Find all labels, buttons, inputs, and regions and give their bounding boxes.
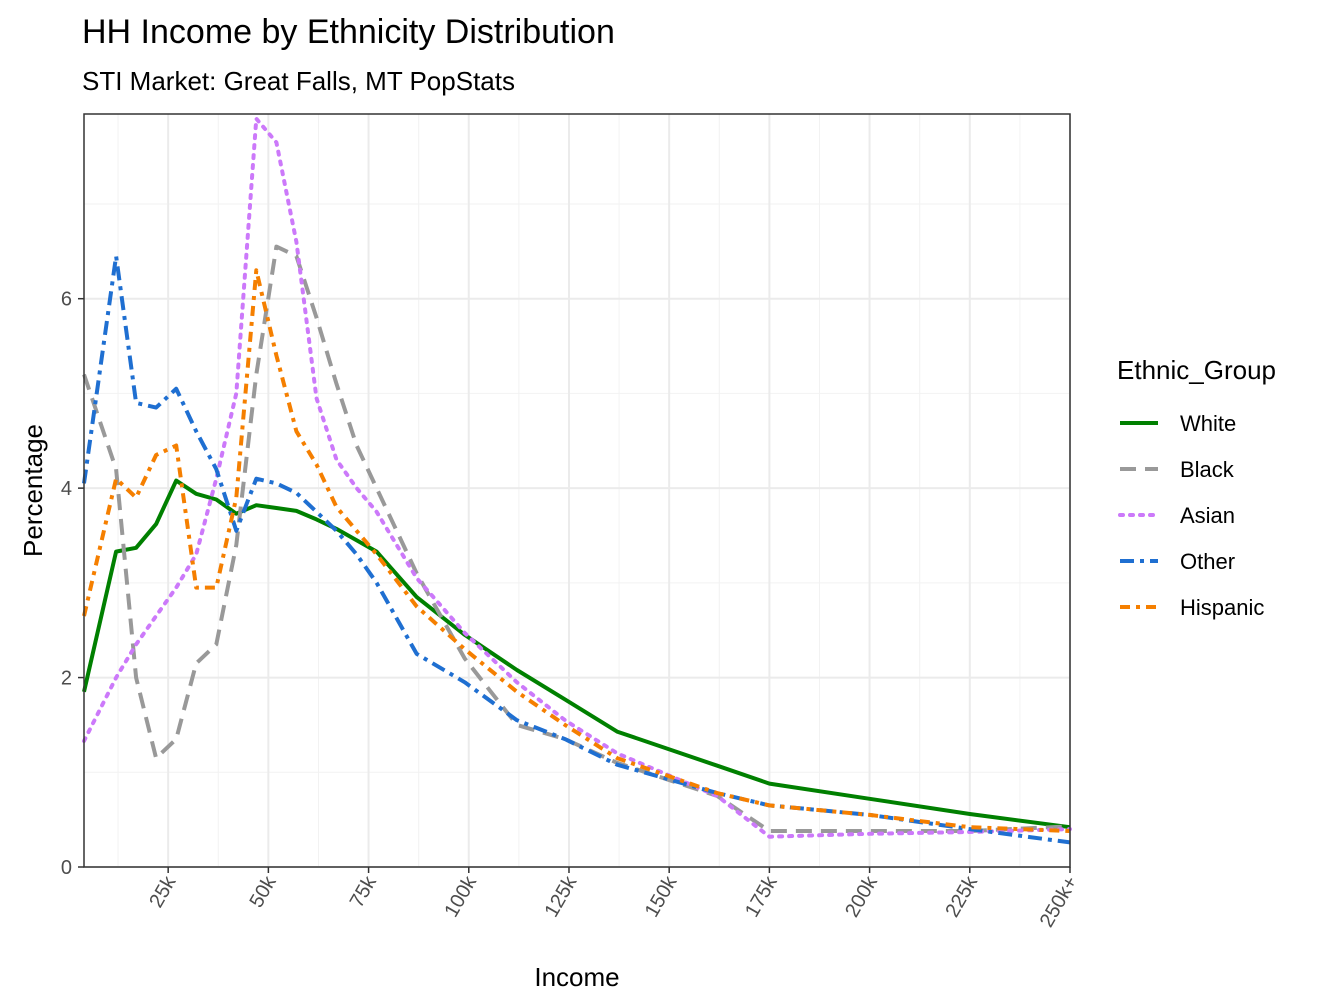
series-line-other <box>82 254 1071 845</box>
x-tick-label: 250k+ <box>1036 873 1083 932</box>
legend-label-hispanic: Hispanic <box>1180 595 1264 620</box>
x-tick-label: 150k <box>641 872 682 921</box>
plot-background <box>84 114 1070 867</box>
series-line-hispanic <box>82 268 1071 833</box>
series-lines <box>82 116 1072 845</box>
x-tick-label: 125k <box>541 872 582 921</box>
x-tick-label: 100k <box>440 872 481 921</box>
x-tick-label: 50k <box>246 872 282 912</box>
legend-label-white: White <box>1180 411 1236 436</box>
legend-label-black: Black <box>1180 457 1235 482</box>
series-line-asian <box>82 116 1072 839</box>
x-tick-label: 25k <box>145 872 181 912</box>
x-tick-label: 225k <box>941 872 982 921</box>
x-tick-label: 75k <box>346 872 382 912</box>
legend-label-asian: Asian <box>1180 503 1235 528</box>
legend: Ethnic_Group White Black Asian Other Hispani… <box>1117 355 1276 620</box>
chart-title: HH Income by Ethnicity Distribution <box>82 13 615 51</box>
chart-subtitle: STI Market: Great Falls, MT PopStats <box>82 66 515 96</box>
x-tick-label: 175k <box>741 872 782 921</box>
legend-title: Ethnic_Group <box>1117 355 1276 385</box>
grid <box>84 114 1071 868</box>
y-tick-label: 4 <box>61 478 72 500</box>
plot-panel-border <box>83 113 1071 868</box>
legend-label-other: Other <box>1180 549 1235 574</box>
x-axis-title: Income <box>534 962 619 992</box>
x-tick-label: 200k <box>841 872 882 921</box>
y-axis-title: Percentage <box>18 424 48 557</box>
y-tick-label: 6 <box>61 289 72 311</box>
x-axis-ticks: 25k 50k 75k 100k 125k 150k 175k 200k 225k 250k+ <box>145 867 1082 931</box>
y-axis-ticks: 0 2 4 6 <box>61 289 84 879</box>
y-tick-label: 2 <box>61 668 72 690</box>
y-tick-label: 0 <box>61 857 72 879</box>
